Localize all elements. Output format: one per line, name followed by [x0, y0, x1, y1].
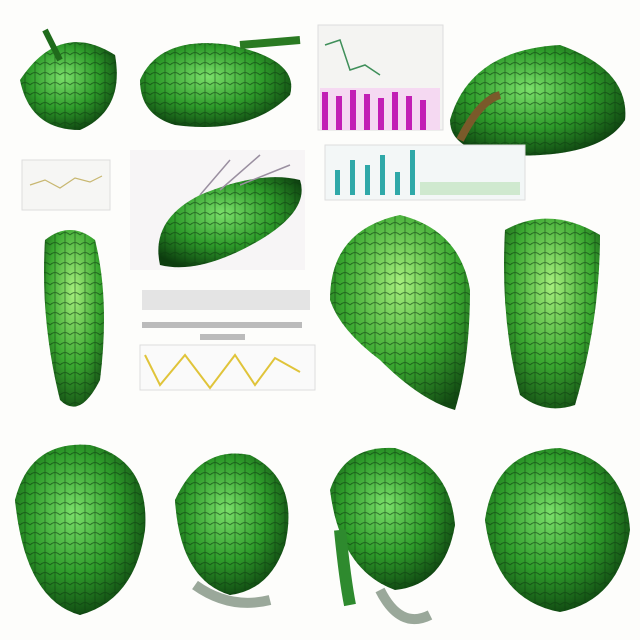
tree-leaf-right [504, 218, 600, 409]
chart-panel-center [324, 144, 526, 201]
head-1 [15, 444, 146, 615]
leaf-top-2 [140, 36, 301, 127]
tree-leaf-center [330, 215, 470, 410]
head-3 [330, 447, 455, 624]
chart-panel-left [21, 159, 111, 211]
specimen-left [44, 230, 104, 407]
tree-branch [130, 150, 305, 270]
text-block [139, 290, 316, 391]
leaf-top-3 [450, 45, 626, 156]
head-2 [175, 453, 289, 608]
head-4 [485, 448, 630, 612]
leaf-top-1 [20, 28, 117, 130]
chart-panel-top [317, 24, 444, 131]
